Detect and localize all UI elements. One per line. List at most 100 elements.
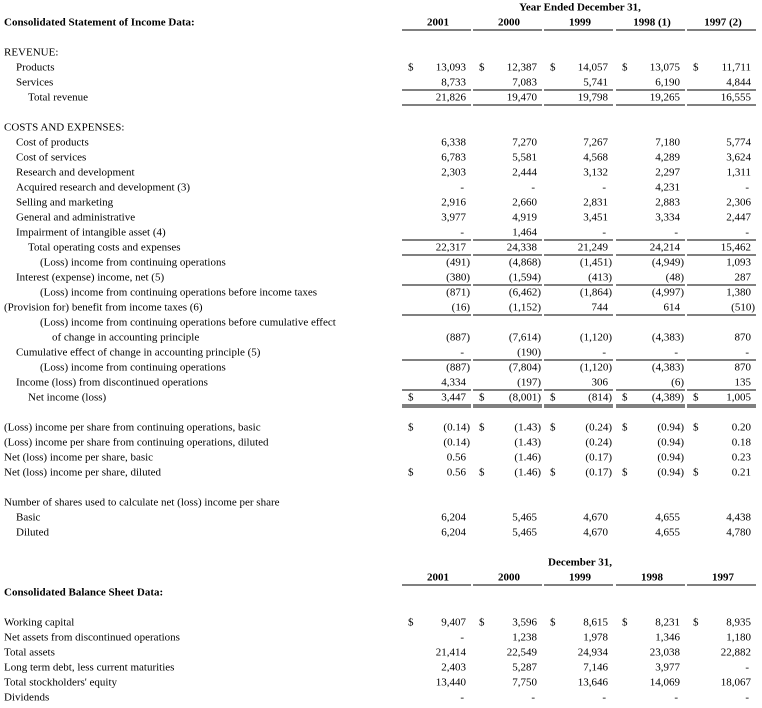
cell-value: - xyxy=(460,182,464,194)
cell-value: 12,387 xyxy=(507,62,538,74)
row-label: Net assets from discontinued operations xyxy=(4,632,180,644)
cell-value: (0.17) xyxy=(585,467,612,479)
cell-value: (6,462) xyxy=(509,287,541,299)
cell-value: 13,075 xyxy=(650,62,681,74)
cell-value: 7,083 xyxy=(512,77,537,89)
cell-value: - xyxy=(674,347,678,359)
cell-value: 24,934 xyxy=(578,647,609,659)
cell-value: (413) xyxy=(588,272,612,284)
cell-value: 3,977 xyxy=(655,662,680,674)
column-header: 1999 xyxy=(569,572,592,584)
cell-value: 2,297 xyxy=(655,167,680,179)
cell-value: (380) xyxy=(446,272,470,284)
cell-value: - xyxy=(745,227,749,239)
currency-symbol: $ xyxy=(622,392,628,404)
period-label: December 31, xyxy=(548,557,612,569)
cell-value: 2,883 xyxy=(655,197,680,209)
cell-value: 2,916 xyxy=(441,197,466,209)
cell-value: 4,670 xyxy=(583,527,608,539)
section-title: Consolidated Balance Sheet Data: xyxy=(4,587,163,599)
cell-value: 4,844 xyxy=(726,77,751,89)
section-title: Consolidated Statement of Income Data: xyxy=(4,17,195,29)
row-label: REVENUE: xyxy=(4,47,58,59)
cell-value: 5,741 xyxy=(583,77,608,89)
column-header: 1997 xyxy=(712,572,735,584)
cell-value: (16) xyxy=(452,302,471,314)
cell-value: (190) xyxy=(517,347,541,359)
row-label: Total stockholders' equity xyxy=(4,677,118,689)
cell-value: (871) xyxy=(446,287,470,299)
cell-value: 2,660 xyxy=(512,197,537,209)
currency-symbol: $ xyxy=(479,422,485,434)
cell-value: 3,132 xyxy=(583,167,608,179)
cell-value: 21,414 xyxy=(436,647,467,659)
cell-value: (4,383) xyxy=(652,362,684,374)
row-label: Net (loss) income per share, diluted xyxy=(4,467,162,479)
cell-value: - xyxy=(531,182,535,194)
row-label: Diluted xyxy=(16,527,49,539)
row-label: Basic xyxy=(16,512,41,524)
cell-value: 1,346 xyxy=(655,632,680,644)
cell-value: (7,614) xyxy=(509,332,541,344)
cell-value: (491) xyxy=(446,257,470,269)
cell-value: 19,798 xyxy=(578,92,609,104)
cell-value: 16,555 xyxy=(721,92,752,104)
cell-value: 0.56 xyxy=(447,452,467,464)
cell-value: 4,655 xyxy=(655,527,680,539)
cell-value: 2,403 xyxy=(441,662,466,674)
cell-value: 3,977 xyxy=(441,212,466,224)
cell-value: (1,451) xyxy=(580,257,612,269)
cell-value: (0.94) xyxy=(657,467,684,479)
cell-value: - xyxy=(745,347,749,359)
cell-value: 2,831 xyxy=(583,197,608,209)
currency-symbol: $ xyxy=(408,392,414,404)
column-header: 2001 xyxy=(427,17,449,29)
cell-value: (0.94) xyxy=(657,452,684,464)
cell-value: 6,204 xyxy=(441,527,466,539)
cell-value: (0.14) xyxy=(443,437,470,449)
cell-value: 4,438 xyxy=(726,512,751,524)
currency-symbol: $ xyxy=(550,392,556,404)
cell-value: 8,935 xyxy=(726,617,751,629)
cell-value: (4,949) xyxy=(652,257,684,269)
cell-value: - xyxy=(602,347,606,359)
cell-value: - xyxy=(745,182,749,194)
cell-value: 23,038 xyxy=(650,647,681,659)
currency-symbol: $ xyxy=(622,62,628,74)
cell-value: 2,303 xyxy=(441,167,466,179)
cell-value: 3,596 xyxy=(512,617,537,629)
currency-symbol: $ xyxy=(622,467,628,479)
row-label: Cumulative effect of change in accountin… xyxy=(16,347,261,359)
cell-value: 3,447 xyxy=(441,392,466,404)
row-label: Long term debt, less current maturities xyxy=(4,662,174,674)
cell-value: - xyxy=(602,227,606,239)
cell-value: 5,581 xyxy=(512,152,537,164)
cell-value: 9,407 xyxy=(441,617,466,629)
cell-value: 3,334 xyxy=(655,212,680,224)
cell-value: 3,451 xyxy=(583,212,608,224)
row-label: General and administrative xyxy=(16,212,135,224)
cell-value: (4,997) xyxy=(652,287,684,299)
cell-value: 0.20 xyxy=(732,422,752,434)
row-label: (Loss) income from continuing operations xyxy=(40,362,226,374)
currency-symbol: $ xyxy=(550,62,556,74)
cell-value: - xyxy=(460,347,464,359)
column-header: 1998 (1) xyxy=(633,17,671,29)
row-label: (Loss) income per share from continuing … xyxy=(4,437,269,449)
cell-value: 21,249 xyxy=(578,242,609,254)
cell-value: 21,826 xyxy=(436,92,467,104)
cell-value: (1.43) xyxy=(514,437,541,449)
cell-value: 15,462 xyxy=(721,242,751,254)
currency-symbol: $ xyxy=(479,467,485,479)
currency-symbol: $ xyxy=(408,422,414,434)
cell-value: (887) xyxy=(446,332,470,344)
cell-value: - xyxy=(602,692,606,704)
row-label: Impairment of intangible asset (4) xyxy=(16,227,166,239)
cell-value: 4,780 xyxy=(726,527,751,539)
cell-value: 7,146 xyxy=(583,662,608,674)
row-label: of change in accounting principle xyxy=(52,332,199,344)
cell-value: 0.56 xyxy=(447,467,467,479)
cell-value: 135 xyxy=(735,377,752,389)
cell-value: 14,069 xyxy=(650,677,681,689)
